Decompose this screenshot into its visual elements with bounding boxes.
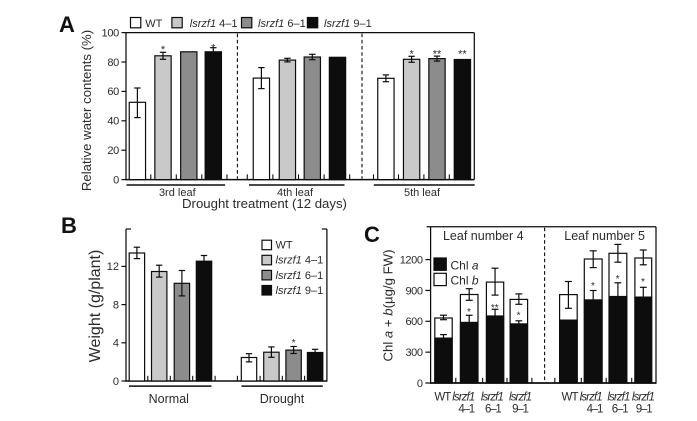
svg-text:*: *: [641, 277, 645, 288]
svg-text:9–1: 9–1: [636, 404, 652, 416]
svg-text:WT: WT: [276, 240, 293, 252]
svg-text:**: **: [433, 48, 442, 60]
svg-text:lsrzf1 4–1: lsrzf1 4–1: [276, 255, 324, 267]
svg-text:0: 0: [113, 174, 119, 186]
svg-text:Drought treatment (12 days): Drought treatment (12 days): [182, 196, 347, 211]
svg-text:12: 12: [107, 261, 119, 273]
svg-text:9–1: 9–1: [512, 404, 528, 416]
svg-text:WT: WT: [562, 391, 579, 403]
svg-text:4–1: 4–1: [587, 404, 603, 416]
svg-text:0: 0: [113, 376, 119, 388]
svg-text:Chl a: Chl a: [451, 258, 479, 272]
svg-text:*: *: [517, 310, 521, 321]
svg-text:300: 300: [405, 347, 422, 359]
svg-text:Leaf number 4: Leaf number 4: [443, 229, 524, 243]
svg-text:5th leaf: 5th leaf: [404, 187, 441, 199]
svg-text:80: 80: [107, 57, 119, 69]
svg-text:900: 900: [405, 285, 422, 297]
svg-text:**: **: [458, 48, 467, 60]
svg-text:20: 20: [107, 145, 119, 157]
svg-text:*: *: [409, 48, 414, 60]
svg-text:C: C: [364, 222, 380, 247]
svg-text:lsrzf1 9–1: lsrzf1 9–1: [276, 285, 324, 297]
svg-text:4th leaf: 4th leaf: [277, 187, 314, 199]
svg-text:*: *: [616, 274, 620, 285]
svg-text:lsrzf1: lsrzf1: [452, 391, 475, 403]
svg-text:100: 100: [102, 27, 120, 39]
svg-text:A: A: [59, 12, 75, 37]
svg-text:4: 4: [113, 338, 119, 350]
svg-text:Chl b: Chl b: [451, 273, 479, 287]
svg-text:lsrzf1 6–1: lsrzf1 6–1: [276, 270, 324, 282]
svg-text:lsrzf1: lsrzf1: [509, 391, 532, 403]
svg-text:*: *: [161, 44, 166, 56]
svg-text:*: *: [467, 307, 471, 318]
svg-text:lsrzf1 6–1: lsrzf1 6–1: [258, 18, 306, 30]
svg-text:6–1: 6–1: [485, 404, 501, 416]
svg-text:**: **: [491, 303, 499, 314]
svg-text:lsrzf1: lsrzf1: [632, 391, 655, 403]
svg-text:Weight (g/plant): Weight (g/plant): [87, 250, 104, 363]
svg-text:3rd leaf: 3rd leaf: [159, 187, 197, 199]
svg-text:*: *: [591, 281, 595, 292]
svg-text:*: *: [211, 43, 216, 55]
svg-text:B: B: [61, 213, 77, 238]
svg-text:*: *: [292, 338, 296, 349]
svg-text:lsrzf1: lsrzf1: [580, 391, 603, 403]
svg-text:1200: 1200: [400, 254, 423, 266]
svg-text:lsrzf1: lsrzf1: [481, 391, 504, 403]
svg-text:WT: WT: [434, 391, 451, 403]
svg-text:600: 600: [405, 316, 422, 328]
svg-text:0: 0: [417, 378, 423, 390]
svg-text:lsrzf1 9–1: lsrzf1 9–1: [324, 18, 372, 30]
svg-text:40: 40: [107, 116, 119, 128]
svg-text:Drought: Drought: [260, 392, 305, 406]
svg-text:6–1: 6–1: [612, 404, 628, 416]
svg-text:8: 8: [113, 299, 119, 311]
svg-text:lsrzf1 4–1: lsrzf1 4–1: [190, 18, 238, 30]
svg-text:4–1: 4–1: [458, 404, 474, 416]
svg-text:lsrzf1: lsrzf1: [607, 391, 630, 403]
svg-text:Relative water contents (%): Relative water contents (%): [79, 30, 94, 191]
svg-text:WT: WT: [145, 18, 162, 30]
svg-text:Normal: Normal: [149, 392, 189, 406]
svg-text:60: 60: [107, 86, 119, 98]
svg-text:Leaf number 5: Leaf number 5: [564, 229, 645, 243]
svg-text:Chl a + b(µg/g FW): Chl a + b(µg/g FW): [381, 249, 396, 361]
